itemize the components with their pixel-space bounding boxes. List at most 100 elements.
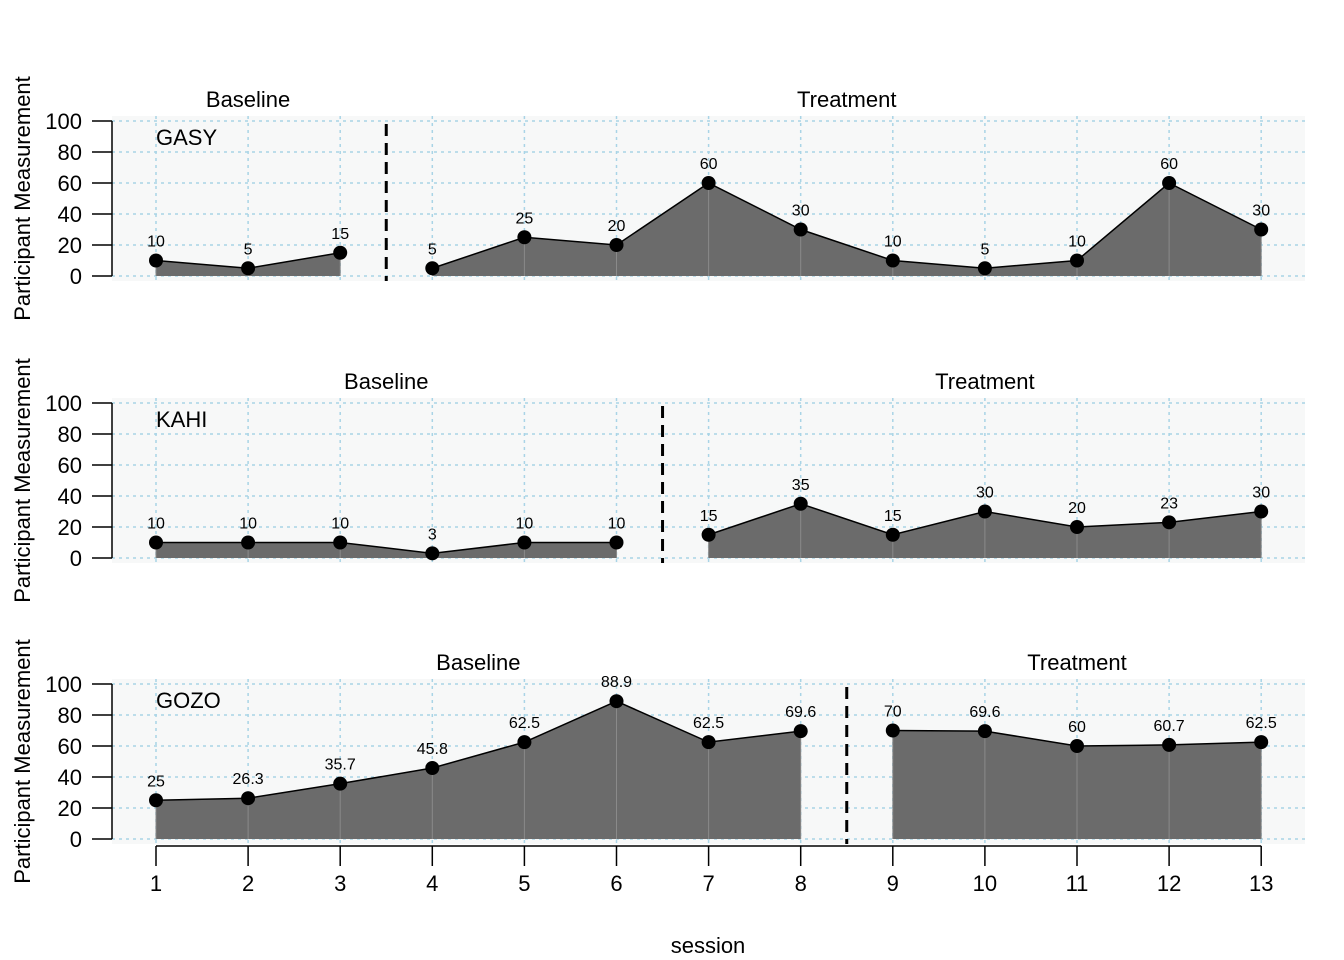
- y-tick-label: 0: [70, 264, 82, 289]
- data-label: 60: [1160, 156, 1178, 173]
- panel-kahi: 0 20 40 60 80 100 Participant Measurement KAHI 1…: [10, 358, 1305, 603]
- data-label: 45.8: [417, 741, 448, 758]
- data-point: [609, 238, 624, 252]
- y-axis-title: Participant Measurement: [10, 358, 35, 603]
- data-point: [1254, 735, 1269, 750]
- data-point: [149, 535, 163, 550]
- data-point: [793, 222, 808, 237]
- area-fill: [156, 252, 341, 276]
- area-fill: [432, 183, 1262, 276]
- x-tick-label: 3: [334, 871, 346, 896]
- data-label: 30: [1252, 485, 1270, 502]
- data-label: 35.7: [325, 757, 356, 774]
- case-name-label: GOZO: [156, 688, 221, 713]
- data-label: 60: [700, 156, 718, 173]
- x-tick-label: 12: [1157, 871, 1181, 896]
- data-label: 5: [980, 241, 989, 258]
- data-point: [885, 253, 900, 268]
- data-label: 15: [331, 226, 349, 243]
- series-line: [156, 541, 617, 555]
- series-line: [432, 182, 1262, 270]
- y-tick-label: 80: [58, 422, 82, 447]
- data-label: 69.6: [969, 704, 1000, 721]
- data-label: 30: [976, 485, 994, 502]
- phase-treatment: 15 35 15 30 20 23 30 Treatment: [700, 369, 1270, 558]
- data-label: 10: [1068, 234, 1086, 251]
- x-tick-label: 7: [702, 871, 714, 896]
- x-tick-label: 5: [518, 871, 530, 896]
- x-tick-label: 9: [887, 871, 899, 896]
- data-label: 60.7: [1154, 718, 1185, 735]
- data-label: 30: [792, 203, 810, 220]
- y-tick-label: 0: [70, 827, 82, 852]
- case-name-label: GASY: [156, 125, 217, 150]
- phase-baseline: 10 10 10 3 10 10 Baseline: [147, 369, 626, 561]
- phase-treatment: 5 25 20 60 30 10 5 10 60 30 Treatment: [425, 87, 1270, 276]
- phase-treatment: 70 69.6 60 60.7 62.5 Treatment: [884, 650, 1277, 839]
- data-label: 70: [884, 704, 902, 721]
- data-label: 30: [1252, 203, 1270, 220]
- y-tick-label: 100: [45, 391, 82, 416]
- data-label: 88.9: [601, 674, 632, 691]
- data-label: 25: [147, 773, 165, 790]
- data-point: [425, 261, 440, 276]
- data-point: [1070, 739, 1084, 753]
- data-label: 62.5: [509, 715, 540, 732]
- data-point: [517, 735, 532, 750]
- case-name-label: KAHI: [156, 407, 207, 432]
- data-label: 10: [239, 516, 257, 533]
- data-label: 20: [1068, 500, 1086, 517]
- x-axis: 1 2 3 4 5 6 7 8 9 10 11 12 13: [150, 845, 1273, 896]
- x-tick-label: 6: [610, 871, 622, 896]
- phase-baseline: 25 26.3 35.7 45.8 62.5 88.9 62.5 69.6 Baseline: [147, 650, 816, 839]
- y-tick-label: 60: [58, 734, 82, 759]
- data-point: [149, 793, 163, 808]
- data-point: [333, 245, 348, 260]
- data-label: 5: [244, 241, 253, 258]
- data-point: [1162, 176, 1177, 190]
- data-label: 60: [1068, 719, 1086, 736]
- data-point: [241, 261, 256, 276]
- data-point: [701, 735, 716, 750]
- x-axis-title: session: [671, 933, 746, 958]
- y-tick-label: 80: [58, 703, 82, 728]
- y-tick-label: 80: [58, 140, 82, 165]
- data-label: 15: [884, 508, 902, 525]
- y-tick-label: 0: [70, 546, 82, 571]
- y-tick-label: 60: [58, 453, 82, 478]
- y-tick-label: 100: [45, 672, 82, 697]
- data-label: 15: [700, 508, 718, 525]
- data-label: 26.3: [233, 771, 264, 788]
- data-point: [1254, 222, 1269, 237]
- data-point: [701, 527, 716, 542]
- data-label: 10: [884, 234, 902, 251]
- data-label: 3: [428, 526, 437, 543]
- y-tick-label: 40: [58, 765, 82, 790]
- phase-label: Treatment: [935, 369, 1034, 394]
- data-point: [149, 253, 163, 268]
- data-point: [241, 535, 256, 550]
- x-tick-label: 10: [973, 871, 997, 896]
- x-tick-label: 11: [1066, 871, 1089, 896]
- data-label: 25: [516, 210, 534, 227]
- phase-label: Treatment: [797, 87, 896, 112]
- data-point: [885, 527, 900, 542]
- data-point: [517, 230, 532, 245]
- y-axis-title: Participant Measurement: [10, 639, 35, 884]
- data-point: [1162, 737, 1177, 752]
- phase-baseline: 10 5 15 Baseline: [147, 87, 349, 276]
- data-point: [425, 761, 440, 776]
- phase-label: Treatment: [1027, 650, 1126, 675]
- data-point: [333, 535, 348, 550]
- x-tick-label: 4: [426, 871, 438, 896]
- data-point: [517, 535, 532, 550]
- y-tick-label: 20: [58, 796, 82, 821]
- data-label: 62.5: [693, 715, 724, 732]
- data-point: [793, 496, 808, 511]
- data-point: [977, 261, 992, 276]
- y-tick-label: 40: [58, 484, 82, 509]
- data-point: [1070, 253, 1084, 268]
- x-tick-label: 13: [1249, 871, 1273, 896]
